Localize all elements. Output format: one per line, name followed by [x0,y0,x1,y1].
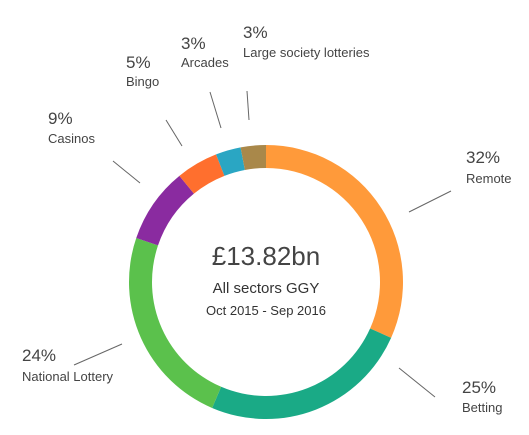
slices-group [129,145,403,419]
slice-bingo [179,154,225,194]
slice-national-lottery [129,238,222,408]
slice-category-label: Bingo [126,74,159,89]
slice-percent-label: 9% [48,109,73,128]
slice-percent-label: 24% [22,346,56,365]
slice-percent-label: 3% [243,23,268,42]
slice-category-label: Remote [466,171,512,186]
leader-line [209,91,222,129]
leader-lines-group [73,90,452,398]
slice-large-society-lotteries [240,145,266,170]
leader-line [408,190,452,213]
slice-percent-label: 25% [462,378,496,397]
slice-remote [266,145,403,338]
leader-line [165,119,183,147]
slice-category-label: Large society lotteries [243,45,370,60]
leader-line [112,160,141,184]
leader-line [246,90,250,121]
slice-category-label: National Lottery [22,369,114,384]
leader-line [73,343,123,366]
slice-category-label: Casinos [48,131,95,146]
leader-line [398,367,436,398]
slice-percent-label: 3% [181,34,206,53]
center-subtitle: All sectors GGY [213,280,320,297]
slice-category-label: Arcades [181,55,229,70]
center-period: Oct 2015 - Sep 2016 [206,303,326,318]
slice-casinos [136,175,194,246]
center-value: £13.82bn [212,241,320,271]
slice-arcades [216,147,245,176]
slice-percent-label: 32% [466,148,500,167]
slice-betting [212,328,392,419]
slice-percent-label: 5% [126,53,151,72]
labels-group: 32% Remote 25% Betting 24% National Lottery 9%… [22,23,512,415]
slice-category-label: Betting [462,400,502,415]
